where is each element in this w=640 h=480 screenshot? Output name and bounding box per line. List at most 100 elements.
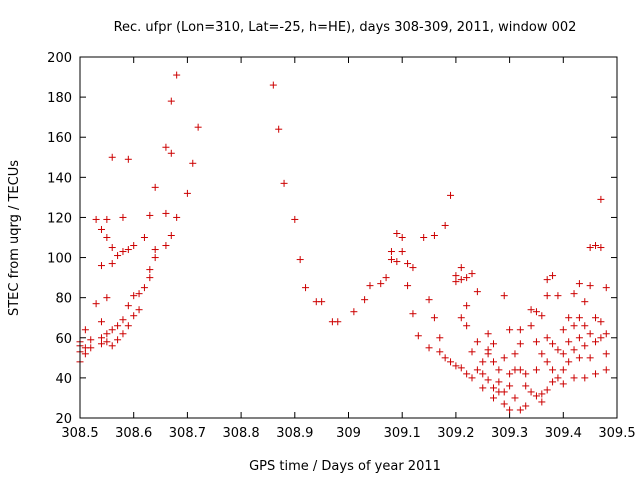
data-point — [119, 330, 127, 338]
data-point — [532, 392, 540, 400]
data-point — [393, 258, 401, 266]
data-point — [500, 388, 508, 396]
data-point — [436, 334, 444, 342]
data-point — [581, 374, 589, 382]
data-point — [586, 330, 594, 338]
data-point — [280, 179, 288, 187]
data-point — [275, 125, 283, 133]
data-point — [393, 229, 401, 237]
y-tick-label: 60 — [55, 332, 72, 347]
data-point — [586, 354, 594, 362]
data-point — [146, 274, 154, 282]
axis-ticks: 308.5 308.6 308.7 308.8 308.9 309 309.1 309.2 30… — [47, 51, 635, 441]
data-point — [522, 370, 530, 378]
data-point — [495, 378, 503, 386]
data-point — [559, 366, 567, 374]
data-point — [97, 262, 105, 270]
data-point — [479, 370, 487, 378]
data-point — [581, 298, 589, 306]
data-point — [162, 209, 170, 217]
data-point — [559, 380, 567, 388]
data-point — [92, 215, 100, 223]
data-point — [592, 242, 600, 250]
data-point — [506, 326, 514, 334]
data-point — [457, 314, 465, 322]
data-point — [543, 292, 551, 300]
data-point — [441, 354, 449, 362]
data-point — [602, 330, 610, 338]
data-point — [151, 254, 159, 262]
data-point — [500, 354, 508, 362]
data-point — [124, 246, 132, 254]
data-point — [575, 334, 583, 342]
data-point — [135, 290, 143, 298]
data-point — [87, 344, 95, 352]
data-point — [447, 358, 455, 366]
data-point — [119, 213, 127, 221]
y-tick-label: 20 — [55, 412, 72, 427]
x-tick-label: 308.5 — [61, 426, 98, 441]
data-point — [597, 334, 605, 342]
x-tick-label: 309.4 — [545, 426, 582, 441]
data-point — [398, 234, 406, 241]
data-point — [479, 384, 487, 392]
data-point — [592, 370, 600, 378]
data-point — [350, 308, 358, 316]
data-point — [457, 276, 465, 284]
data-point — [506, 382, 514, 390]
data-point — [592, 314, 600, 322]
data-point — [108, 153, 116, 161]
data-point — [468, 374, 476, 382]
data-point — [124, 302, 132, 310]
data-point — [592, 338, 600, 346]
data-point — [532, 308, 540, 316]
data-point — [173, 213, 181, 221]
data-point — [97, 318, 105, 326]
data-point — [543, 276, 551, 284]
data-point — [103, 338, 111, 346]
data-point — [334, 318, 342, 326]
y-tick-label: 160 — [47, 131, 72, 146]
data-point — [538, 398, 546, 406]
data-point — [575, 354, 583, 362]
x-tick-label: 308.6 — [115, 426, 152, 441]
data-point — [420, 234, 428, 241]
data-point — [484, 376, 492, 384]
data-point — [296, 256, 304, 264]
data-point — [124, 322, 132, 330]
data-point — [103, 215, 111, 223]
data-point — [473, 288, 481, 296]
data-point — [489, 384, 497, 392]
data-point — [162, 143, 170, 151]
data-point — [103, 330, 111, 338]
data-point — [457, 264, 465, 272]
data-point — [532, 338, 540, 346]
data-point — [114, 322, 122, 330]
y-tick-label: 100 — [47, 252, 72, 267]
data-point — [452, 362, 460, 370]
data-point — [146, 266, 154, 274]
data-point — [602, 350, 610, 358]
data-point — [463, 370, 471, 378]
data-point — [484, 330, 492, 338]
data-point — [114, 252, 122, 260]
data-point — [484, 350, 492, 358]
data-point — [489, 394, 497, 402]
data-point — [495, 366, 503, 374]
data-point — [473, 366, 481, 374]
data-point — [597, 195, 605, 203]
x-tick-label: 309.1 — [384, 426, 421, 441]
data-point — [425, 296, 433, 304]
data-point — [414, 332, 422, 340]
data-point — [81, 326, 89, 334]
data-point — [489, 340, 497, 348]
data-point — [463, 322, 471, 330]
data-point — [570, 374, 578, 382]
data-point — [543, 358, 551, 366]
data-point — [457, 364, 465, 372]
data-point — [527, 322, 535, 330]
data-point — [167, 97, 175, 105]
data-point — [108, 342, 116, 350]
data-point — [527, 306, 535, 314]
x-tick-label: 308.7 — [169, 426, 206, 441]
